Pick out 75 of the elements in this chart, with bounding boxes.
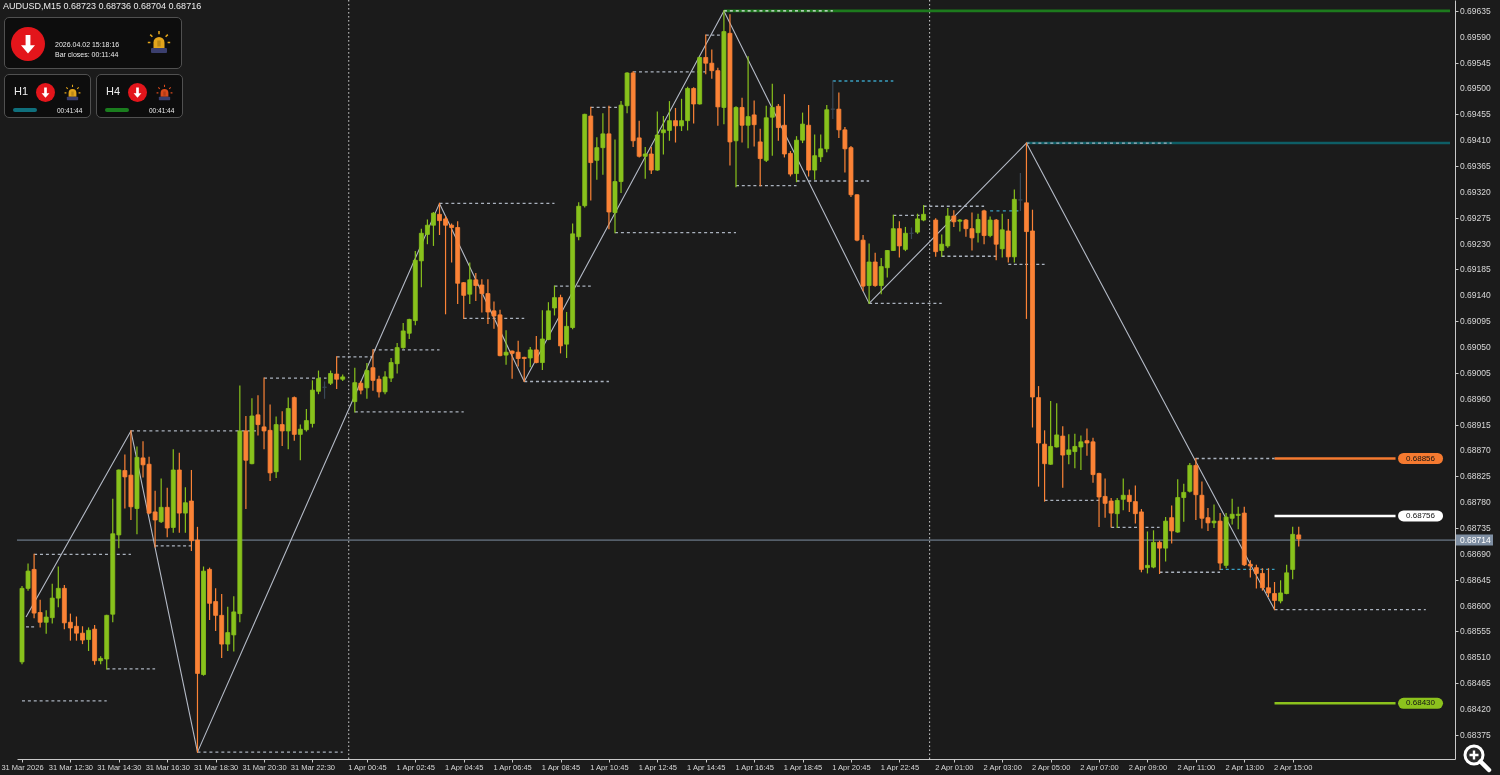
y-tick-label: 0.68510	[1460, 652, 1491, 663]
candlestick	[255, 395, 261, 436]
y-tick-label: 0.69230	[1460, 238, 1491, 249]
data-label: 0.68856	[1406, 453, 1436, 463]
candlestick	[527, 347, 533, 368]
candlestick	[1120, 478, 1126, 511]
candlestick	[739, 97, 745, 143]
candlestick	[987, 216, 993, 238]
y-tick-label: 0.69320	[1460, 186, 1491, 197]
candlestick	[745, 56, 751, 149]
candlestick	[1169, 505, 1175, 544]
candlestick	[158, 478, 164, 523]
candlestick	[279, 411, 285, 446]
y-tick-label: 0.68465	[1460, 678, 1491, 689]
y-tick-label: 0.69185	[1460, 264, 1491, 275]
candlestick	[957, 218, 963, 232]
candlestick	[751, 100, 757, 147]
candlestick	[1296, 526, 1302, 547]
y-tick-label: 0.69545	[1460, 57, 1491, 68]
candlestick	[1017, 172, 1023, 211]
candlestick	[552, 285, 557, 316]
y-tick-label: 0.68825	[1460, 471, 1491, 482]
y-tick-label: 0.69590	[1460, 31, 1491, 42]
y-tick-label: 0.68735	[1460, 523, 1491, 534]
candlestick	[533, 336, 539, 364]
candlestick	[1114, 498, 1120, 529]
data-label: 0.68756	[1406, 510, 1436, 520]
annotation: H1	[14, 85, 29, 97]
candlestick	[467, 262, 473, 304]
candlestick	[691, 87, 697, 124]
candlestick	[999, 213, 1005, 258]
y-tick-label: 0.69095	[1460, 316, 1491, 327]
y-tick-label: 0.68420	[1460, 704, 1491, 715]
y-tick-label: 0.68915	[1460, 419, 1491, 430]
ref-line-label: 0.68714	[1460, 535, 1491, 546]
candlestick	[86, 627, 91, 652]
y-tick-label: 0.68600	[1460, 600, 1491, 611]
candlestick	[503, 330, 509, 365]
y-tick-label: 0.68870	[1460, 445, 1491, 456]
candlestick	[285, 397, 291, 450]
candlestick	[648, 147, 654, 175]
y-tick-label: 0.69500	[1460, 83, 1491, 94]
candlestick	[757, 128, 763, 187]
candlestick	[1211, 504, 1217, 529]
candlestick	[1060, 426, 1066, 488]
candlestick	[1157, 540, 1162, 575]
candlestick	[182, 487, 188, 533]
y-tick-label: 0.69275	[1460, 212, 1491, 223]
candlestick	[164, 487, 170, 538]
candlestick	[334, 356, 340, 390]
candlestick	[903, 226, 908, 252]
y-tick-label: 0.69365	[1460, 161, 1491, 172]
candlestick	[896, 221, 902, 258]
candlestick	[866, 243, 872, 304]
annotation: H4	[106, 85, 121, 97]
y-tick-label: 0.69140	[1460, 290, 1491, 301]
chart-title: AUDUSD,M15 0.68723 0.68736 0.68704 0.68716	[3, 1, 202, 11]
y-tick-label: 0.68555	[1460, 626, 1491, 637]
candlestick	[352, 367, 358, 413]
y-tick-label: 0.68645	[1460, 574, 1491, 585]
y-tick-label: 0.69050	[1460, 342, 1491, 353]
y-tick-label: 0.69005	[1460, 367, 1491, 378]
y-tick-label: 0.69635	[1460, 5, 1491, 16]
y-tick-label: 0.69410	[1460, 135, 1491, 146]
candlestick	[642, 147, 648, 179]
candlestick	[364, 363, 370, 399]
y-tick-label: 0.69455	[1460, 109, 1491, 120]
candlestick	[975, 213, 981, 243]
data-label: 0.68430	[1406, 698, 1436, 708]
candlestick	[872, 252, 878, 287]
y-tick-label: 0.68690	[1460, 548, 1491, 559]
candlestick	[673, 107, 678, 143]
y-tick-label: 0.68780	[1460, 497, 1491, 508]
y-tick-label: 0.68960	[1460, 393, 1491, 404]
y-tick-label: 0.68375	[1460, 729, 1491, 740]
